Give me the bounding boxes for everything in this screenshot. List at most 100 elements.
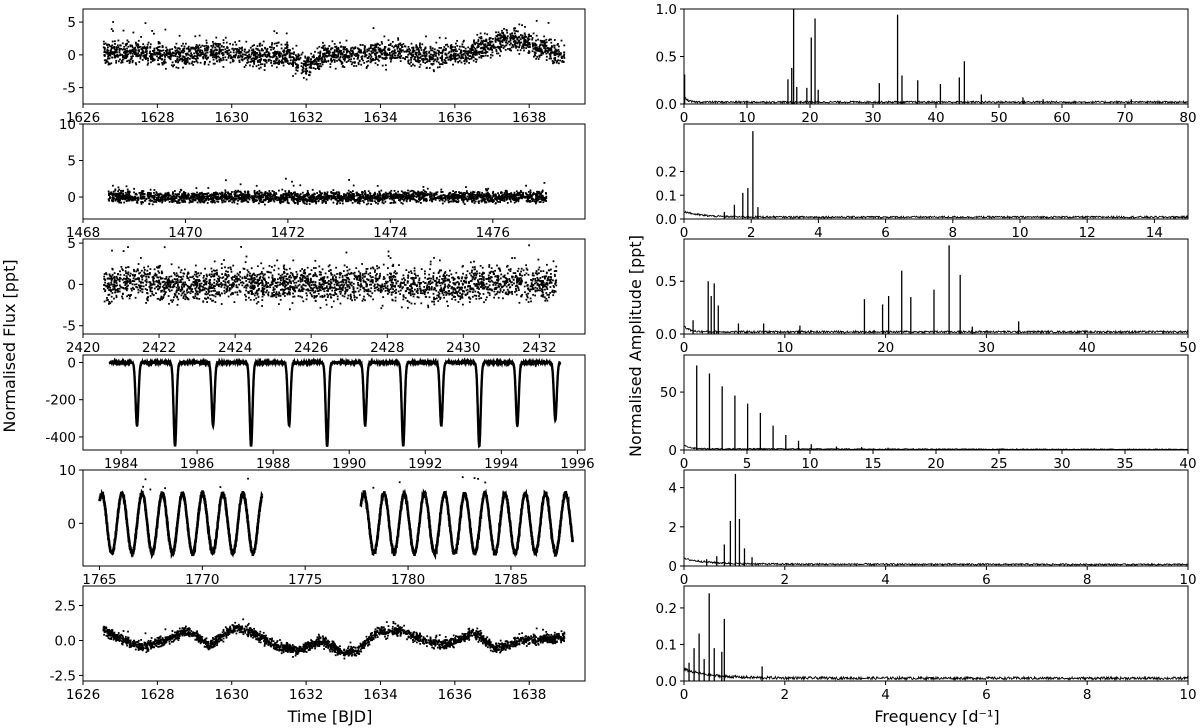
data-point	[182, 49, 184, 52]
data-point	[338, 51, 341, 54]
data-point	[369, 61, 372, 64]
data-point	[370, 60, 373, 63]
data-point	[325, 52, 328, 55]
data-point	[339, 53, 342, 56]
data-point	[317, 51, 320, 54]
data-point	[212, 51, 215, 54]
data-point	[129, 49, 132, 52]
data-point	[421, 58, 423, 61]
data-point	[179, 58, 182, 60]
data-point	[491, 54, 494, 57]
data-point	[473, 191, 476, 194]
data-point	[528, 201, 531, 203]
data-point	[543, 35, 545, 38]
data-point	[461, 56, 464, 58]
data-point	[347, 50, 349, 53]
data-point	[359, 43, 362, 46]
data-point	[183, 45, 186, 48]
data-point	[239, 194, 242, 196]
data-point	[550, 41, 553, 44]
data-point	[406, 49, 409, 52]
data-point	[165, 52, 168, 55]
data-point	[122, 48, 125, 50]
data-point	[282, 193, 285, 196]
data-point	[357, 62, 360, 64]
data-point	[510, 42, 512, 45]
data-point	[327, 59, 330, 62]
data-point	[407, 59, 410, 62]
data-point	[402, 191, 405, 194]
data-point	[432, 60, 435, 63]
data-point	[197, 57, 199, 60]
data-point	[448, 51, 451, 53]
data-point	[430, 194, 433, 197]
data-point	[463, 39, 465, 42]
data-point	[440, 63, 442, 65]
data-point	[448, 196, 451, 199]
data-point	[444, 37, 447, 40]
data-point	[217, 198, 220, 200]
data-point	[142, 201, 144, 204]
data-point	[355, 65, 358, 67]
data-point	[286, 200, 289, 203]
data-point	[126, 55, 129, 58]
data-point	[318, 68, 320, 70]
data-point	[305, 203, 308, 205]
data-point	[470, 50, 472, 52]
data-point	[227, 191, 230, 194]
data-point	[461, 192, 463, 195]
data-point	[113, 47, 116, 50]
data-point	[326, 191, 329, 194]
data-point	[235, 51, 238, 54]
data-point	[402, 199, 405, 202]
data-point	[490, 200, 493, 202]
data-point	[480, 40, 483, 42]
data-point	[364, 53, 366, 55]
data-point	[111, 44, 114, 47]
data-point	[428, 50, 431, 53]
data-point	[288, 48, 290, 51]
data-point	[161, 45, 164, 47]
data-point	[151, 199, 154, 202]
data-point	[415, 48, 418, 51]
data-point	[115, 46, 118, 48]
data-point	[458, 196, 460, 198]
data-point	[149, 200, 152, 202]
data-point	[341, 202, 344, 205]
data-point	[506, 31, 509, 34]
data-point	[317, 65, 320, 68]
data-point	[496, 199, 498, 202]
data-point	[198, 195, 201, 197]
data-point	[530, 35, 532, 37]
data-point	[417, 47, 420, 50]
data-point	[199, 193, 202, 195]
data-point	[365, 60, 368, 63]
data-point	[357, 57, 359, 60]
data-point	[557, 55, 560, 58]
data-point	[349, 60, 352, 63]
data-point	[532, 45, 534, 48]
data-point	[228, 197, 231, 200]
data-point	[345, 196, 348, 199]
data-point	[286, 51, 289, 54]
data-point	[536, 55, 539, 58]
data-point	[355, 55, 357, 57]
data-point	[563, 57, 566, 59]
data-point	[218, 56, 221, 59]
data-point	[381, 64, 384, 67]
data-point	[118, 196, 121, 199]
data-point	[424, 56, 427, 59]
data-point	[263, 52, 266, 54]
data-point	[243, 58, 246, 60]
data-point	[379, 51, 382, 54]
data-point	[106, 60, 109, 63]
data-point	[146, 46, 149, 48]
data-point	[177, 61, 179, 64]
data-point	[110, 28, 113, 30]
data-point	[152, 196, 155, 198]
data-point	[115, 50, 118, 53]
data-point	[232, 54, 235, 57]
data-point	[501, 191, 503, 194]
data-point	[325, 49, 328, 52]
data-point	[256, 59, 259, 62]
